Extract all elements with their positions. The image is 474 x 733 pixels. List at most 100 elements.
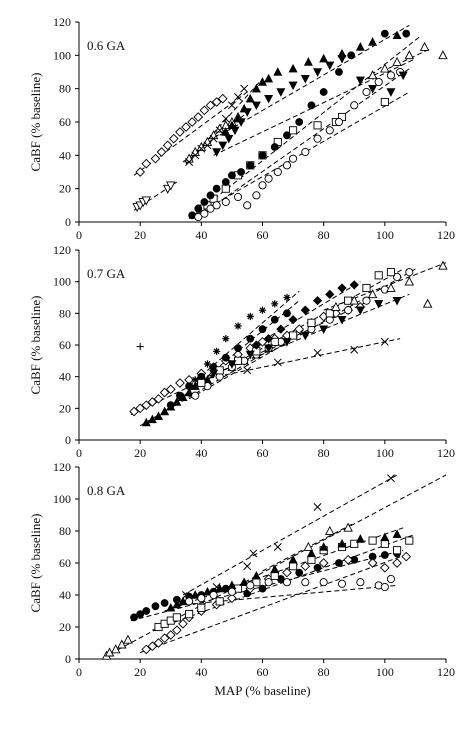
data-point-diamond-open xyxy=(178,618,188,629)
data-point-plus xyxy=(136,342,144,351)
data-point-triangle-up-filled xyxy=(251,570,261,580)
data-point-cross xyxy=(215,126,224,135)
y-axis-label: CaBF (% baseline) xyxy=(28,296,43,395)
data-point-diamond-open xyxy=(181,122,191,132)
data-point-diamond-filled xyxy=(349,280,359,290)
data-point-square-open xyxy=(270,337,279,346)
data-point-circle-filled xyxy=(335,68,343,76)
data-point-circle-open xyxy=(386,71,396,80)
data-point-square-open xyxy=(197,378,206,388)
data-point-triangle-up-filled xyxy=(154,411,164,420)
data-point-triangle-up-filled xyxy=(239,103,249,113)
x-tick-label: 100 xyxy=(376,665,394,679)
data-point-circle-filled xyxy=(234,344,242,353)
regression-line xyxy=(164,300,300,412)
data-point-square-open xyxy=(307,555,316,564)
data-point-circle-open xyxy=(243,201,252,210)
data-point-circle-open xyxy=(206,204,215,213)
y-tick-label: 120 xyxy=(53,460,71,474)
data-point-diamond-open xyxy=(205,100,216,111)
data-point-square-open xyxy=(307,318,316,327)
data-point-asterisk xyxy=(283,293,291,302)
data-point-asterisk xyxy=(258,306,267,314)
data-point-diamond-open xyxy=(135,403,146,414)
data-point-circle-filled xyxy=(206,191,215,200)
data-point-triangle-up-filled xyxy=(337,48,347,58)
data-point-triangle-up-filled xyxy=(178,596,188,606)
y-tick-label: 80 xyxy=(59,524,71,538)
y-tick-label: 120 xyxy=(53,15,71,29)
data-point-triangle-down-filled xyxy=(209,369,219,379)
data-point-diamond-open xyxy=(199,105,210,116)
data-point-triangle-down-filled xyxy=(288,81,298,91)
data-point-triangle-up-filled xyxy=(184,387,194,397)
data-point-circle-open xyxy=(374,77,383,87)
data-point-triangle-down-filled xyxy=(245,350,255,360)
data-point-circle-open xyxy=(289,154,298,163)
data-point-triangle-up-open xyxy=(117,639,127,649)
data-point-diamond-open xyxy=(141,158,152,169)
y-tick-label: 80 xyxy=(59,306,71,320)
data-point-diamond-filled xyxy=(300,305,310,315)
data-point-square-open xyxy=(325,309,334,318)
data-point-triangle-up-filled xyxy=(288,554,298,564)
data-point-circle-filled xyxy=(194,204,203,213)
data-point-circle-open xyxy=(191,391,200,400)
data-point-circle-filled xyxy=(130,613,138,622)
data-point-diamond-filled xyxy=(312,296,323,306)
data-point-triangle-up-filled xyxy=(239,577,249,586)
data-point-diamond-open xyxy=(147,641,158,652)
data-point-circle-open xyxy=(350,101,359,110)
data-point-triangle-down-filled xyxy=(264,94,274,104)
data-point-diamond-open xyxy=(153,638,164,648)
data-point-triangle-up-filled xyxy=(368,37,378,46)
data-point-triangle-up-filled xyxy=(160,406,170,416)
y-tick-label: 20 xyxy=(59,620,71,634)
data-point-cross xyxy=(350,345,359,354)
data-point-square-open xyxy=(368,536,377,545)
panel-1: 0 20 40 60 80 100 120 0 20 40 60 80 100 120 CaBF (% ba… xyxy=(28,243,455,460)
data-point-circle-filled xyxy=(319,88,328,96)
data-point-diamond-open xyxy=(193,112,204,122)
data-point-circle-open xyxy=(344,306,353,315)
data-point-circle-filled xyxy=(246,334,255,343)
data-point-square-open xyxy=(362,283,371,293)
data-point-diamond-filled xyxy=(251,340,262,350)
data-point-circle-filled xyxy=(313,563,322,572)
x-tick-label: 80 xyxy=(318,228,330,242)
y-tick-label: 80 xyxy=(59,82,71,96)
data-point-triangle-up-filled xyxy=(251,83,261,93)
data-point-circle-filled xyxy=(136,610,145,619)
y-tick-label: 100 xyxy=(53,492,71,506)
data-point-cross xyxy=(313,348,322,357)
data-point-diamond-open xyxy=(401,551,412,562)
data-point-square-open xyxy=(380,539,389,548)
data-point-square-open xyxy=(386,268,396,277)
data-point-cross xyxy=(249,549,258,558)
x-tick-label: 60 xyxy=(257,228,269,242)
data-point-circle-filled xyxy=(258,584,267,593)
x-tick-label: 120 xyxy=(437,665,455,679)
data-point-diamond-open xyxy=(162,140,173,151)
data-point-triangle-up-open xyxy=(404,276,415,286)
data-point-diamond-open xyxy=(159,387,170,398)
data-point-triangle-down-filled xyxy=(300,74,310,84)
data-point-circle-open xyxy=(258,181,267,190)
data-point-diamond-filled xyxy=(263,334,274,344)
data-point-cross xyxy=(203,141,212,150)
y-axis-label: CaBF (% baseline) xyxy=(28,73,43,172)
panel-label: 0.8 GA xyxy=(87,483,126,498)
data-point-cross xyxy=(234,93,242,101)
x-tick-label: 40 xyxy=(195,228,207,242)
data-point-circle-open xyxy=(264,578,273,587)
data-point-triangle-up-filled xyxy=(392,30,402,40)
data-point-circle-filled xyxy=(160,599,169,607)
x-tick-label: 80 xyxy=(318,446,330,460)
regression-line xyxy=(250,281,361,349)
y-tick-label: 20 xyxy=(59,182,71,196)
panel-2: 0 20 40 60 80 100 120 0 20 40 60 80 100 120 CaBF (% ba… xyxy=(28,460,455,698)
data-point-triangle-up-filled xyxy=(233,113,243,123)
data-point-circle-open xyxy=(380,285,389,294)
data-point-circle-open xyxy=(337,579,347,588)
y-tick-label: 0 xyxy=(65,215,71,229)
